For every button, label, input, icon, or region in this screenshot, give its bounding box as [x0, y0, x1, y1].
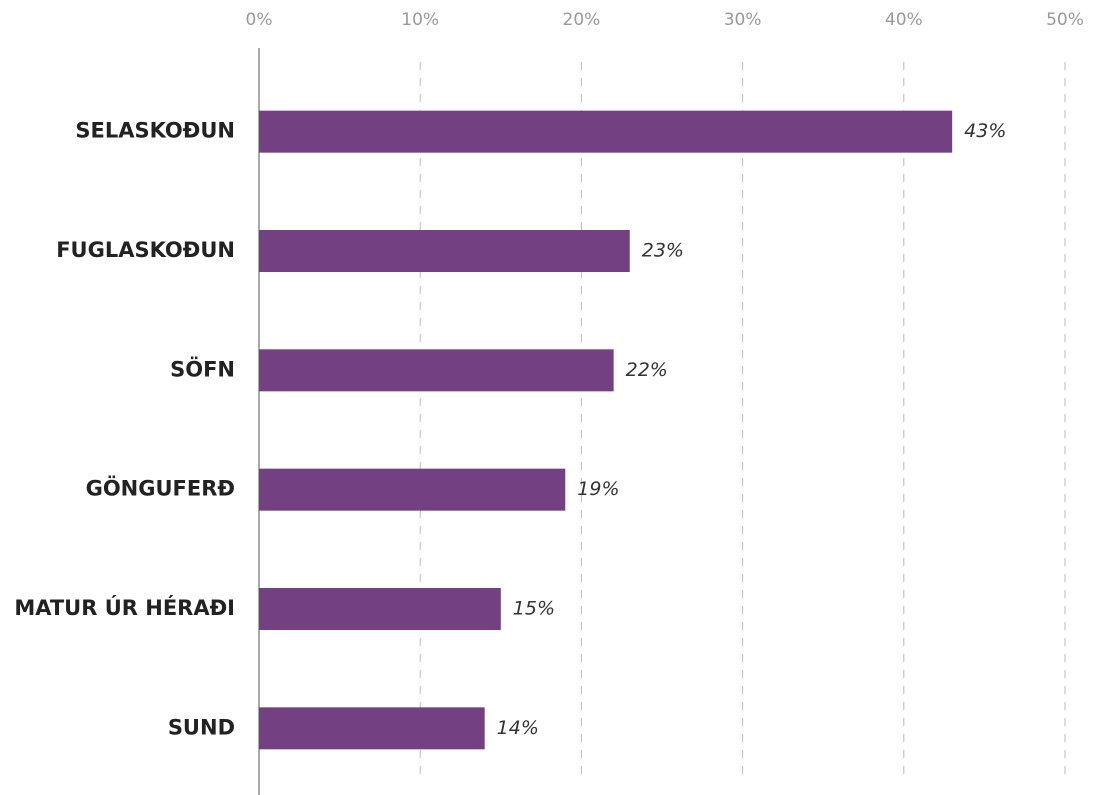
bar [259, 110, 953, 153]
value-label: 19% [577, 478, 619, 500]
bar [259, 588, 501, 630]
x-tick-label: 40% [885, 10, 923, 30]
value-label: 23% [642, 240, 684, 262]
bar [259, 707, 485, 750]
value-label: 43% [964, 120, 1006, 142]
y-tick-label: GÖNGUFERÐ [86, 476, 235, 501]
bar [259, 230, 630, 272]
y-tick-label: SÖFN [170, 356, 235, 381]
bar [259, 468, 566, 511]
x-tick-label: 20% [563, 10, 601, 30]
x-tick-label: 30% [724, 10, 762, 30]
y-tick-label: FUGLASKOÐUN [56, 238, 235, 262]
value-label: 14% [497, 717, 539, 739]
value-label: 15% [513, 598, 555, 620]
bar [259, 349, 614, 392]
x-tick-label: 50% [1046, 10, 1084, 30]
x-tick-label: 0% [246, 10, 273, 30]
y-tick-label: SUND [168, 715, 235, 739]
x-tick-label: 10% [401, 10, 439, 30]
y-tick-label: SELASKOÐUN [75, 119, 235, 143]
y-tick-label: MATUR ÚR HÉRAÐI [14, 595, 235, 620]
value-label: 22% [626, 359, 668, 381]
